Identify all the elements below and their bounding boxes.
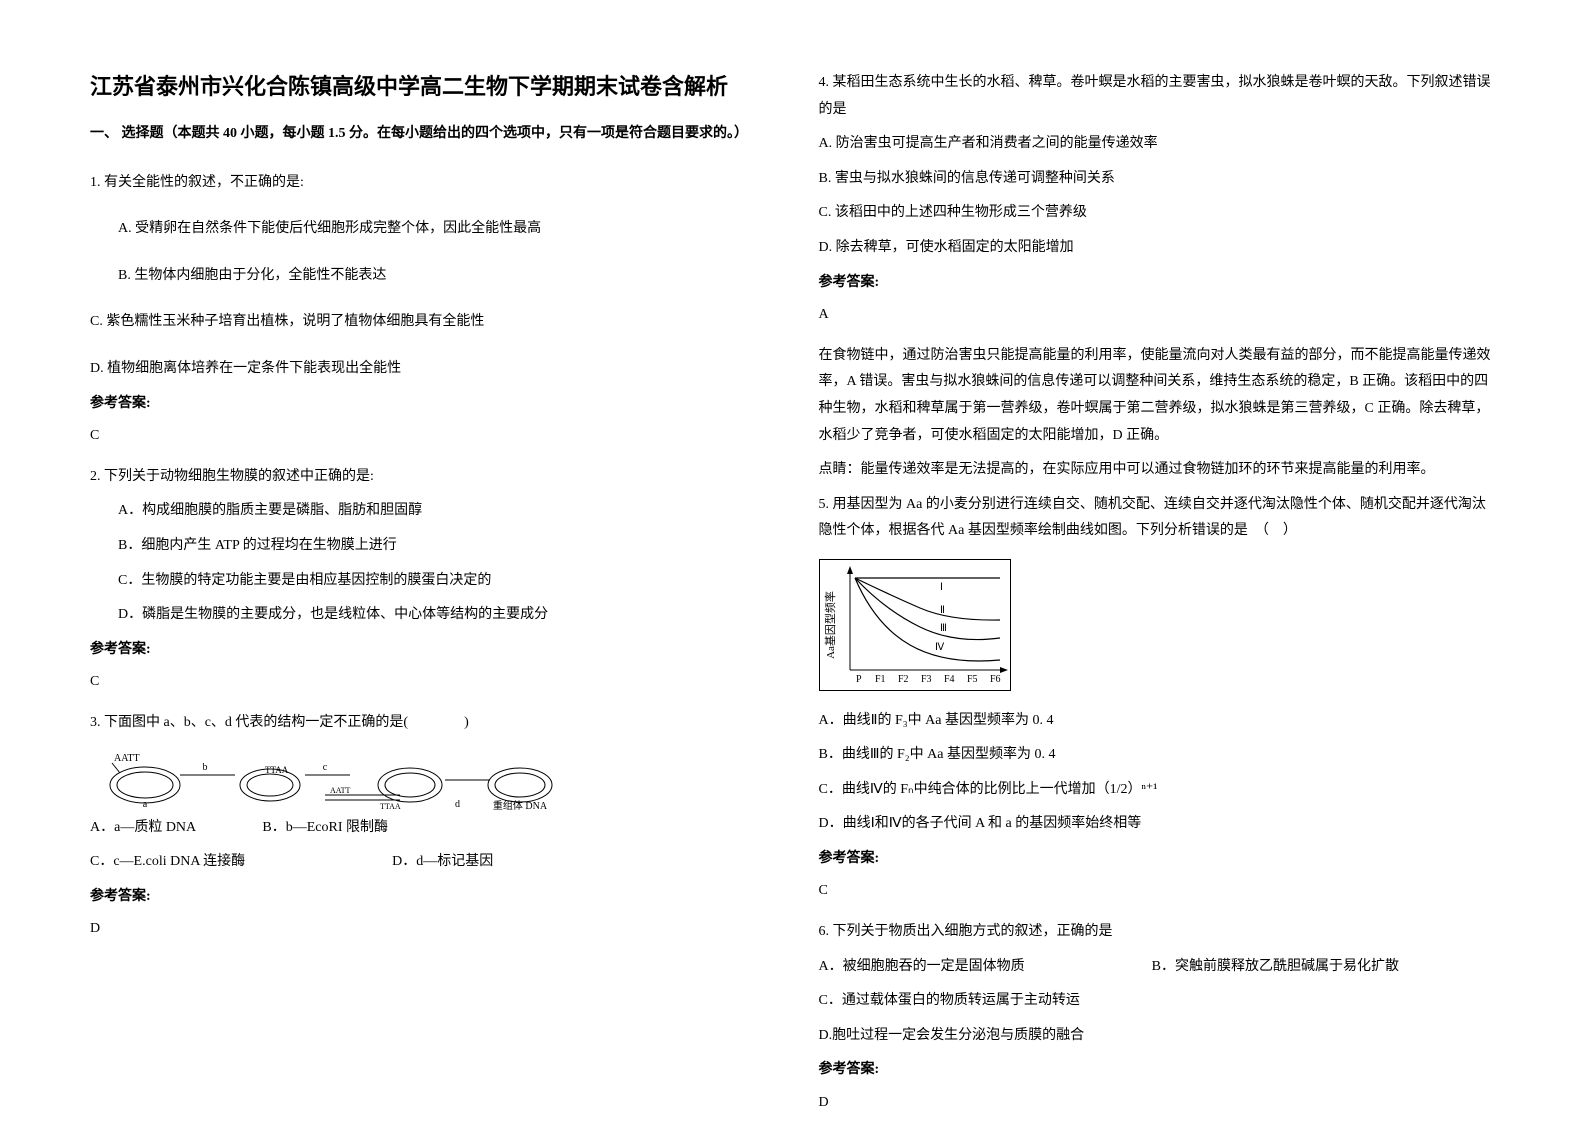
q5-stem: 5. 用基因型为 Aa 的小麦分别进行连续自交、随机交配、连续自交并逐代淘汰隐性… <box>819 492 1498 545</box>
q4-answer: A <box>819 302 1498 329</box>
svg-text:F3: F3 <box>921 674 932 685</box>
frequency-chart-icon: Aa基因型频率 Ⅰ Ⅱ Ⅲ Ⅳ P <box>820 560 1010 690</box>
q3-answer: D <box>90 916 769 943</box>
q3-option-d: D．d—标记基因 <box>392 854 493 869</box>
q1-option-a: A. 受精卵在自然条件下能使后代细胞形成完整个体，因此全能性最高 <box>90 216 769 243</box>
q4-option-b: B. 害虫与拟水狼蛛间的信息传递可调整种间关系 <box>819 166 1498 193</box>
q6-option-b: B．突触前膜释放乙酰胆碱属于易化扩散 <box>1152 959 1399 974</box>
right-column: 4. 某稻田生态系统中生长的水稻、稗草。卷叶螟是水稻的主要害虫，拟水狼蛛是卷叶螟… <box>819 70 1498 1052</box>
q6-stem: 6. 下列关于物质出入细胞方式的叙述，正确的是 <box>819 919 1498 946</box>
q4-answer-label: 参考答案: <box>819 270 1498 297</box>
svg-text:TTAA: TTAA <box>265 765 289 775</box>
q6-option-c: C．通过载体蛋白的物质转运属于主动转运 <box>819 988 1498 1015</box>
q2-option-a: A．构成细胞膜的脂质主要是磷脂、脂肪和胆固醇 <box>90 498 769 525</box>
q6-option-d: D.胞吐过程一定会发生分泌泡与质膜的融合 <box>819 1023 1498 1050</box>
q6-answer: D <box>819 1090 1498 1117</box>
svg-text:TTAA: TTAA <box>380 802 401 811</box>
q1-stem: 1. 有关全能性的叙述，不正确的是: <box>90 170 769 197</box>
q5-answer-label: 参考答案: <box>819 846 1498 873</box>
q5-chart: Aa基因型频率 Ⅰ Ⅱ Ⅲ Ⅳ P <box>819 559 1011 691</box>
svg-text:d: d <box>455 799 460 810</box>
svg-text:AATT: AATT <box>114 753 140 764</box>
q4-option-d: D. 除去稗草，可使水稻固定的太阳能增加 <box>819 235 1498 262</box>
svg-text:P: P <box>856 674 862 685</box>
svg-text:重组体 DNA: 重组体 DNA <box>493 799 548 812</box>
q2-option-b: B．细胞内产生 ATP 的过程均在生物膜上进行 <box>90 533 769 560</box>
q2-option-c: C．生物膜的特定功能主要是由相应基因控制的膜蛋白决定的 <box>90 568 769 595</box>
q2-answer: C <box>90 669 769 696</box>
q1-option-c: C. 紫色糯性玉米种子培育出植株，说明了植物体细胞具有全能性 <box>90 309 769 336</box>
q4-option-c: C. 该稻田中的上述四种生物形成三个营养级 <box>819 200 1498 227</box>
svg-text:F2: F2 <box>898 674 909 685</box>
q3-options-line1: A．a—质粒 DNA B．b—EcoRI 限制酶 <box>90 815 769 842</box>
q5-answer: C <box>819 878 1498 905</box>
q3-options-line2: C．c—E.coli DNA 连接酶 D．d—标记基因 <box>90 849 769 876</box>
left-column: 江苏省泰州市兴化合陈镇高级中学高二生物下学期期末试卷含解析 一、 选择题（本题共… <box>90 70 769 1052</box>
svg-text:F6: F6 <box>990 674 1001 685</box>
q5-option-c: C．曲线Ⅳ的 Fₙ中纯合体的比例比上一代增加（1/2）ⁿ⁺¹ <box>819 777 1498 804</box>
q4-explanation: 在食物链中，通过防治害虫只能提高能量的利用率，使能量流向对人类最有益的部分，而不… <box>819 343 1498 449</box>
q1-option-b: B. 生物体内细胞由于分化，全能性不能表达 <box>90 263 769 290</box>
svg-text:F5: F5 <box>967 674 978 685</box>
q5-option-a: A．曲线Ⅱ的 F₃中 Aa 基因型频率为 0. 4 <box>819 708 1498 735</box>
q3-option-b: B．b—EcoRI 限制酶 <box>262 820 388 835</box>
page-container: 江苏省泰州市兴化合陈镇高级中学高二生物下学期期末试卷含解析 一、 选择题（本题共… <box>90 70 1497 1052</box>
svg-text:c: c <box>323 762 328 773</box>
svg-text:Ⅰ: Ⅰ <box>940 582 943 593</box>
svg-text:F1: F1 <box>875 674 886 685</box>
q1-option-d: D. 植物细胞离体培养在一定条件下能表现出全能性 <box>90 356 769 383</box>
q5-option-d: D．曲线Ⅰ和Ⅳ的各子代间 A 和 a 的基因频率始终相等 <box>819 811 1498 838</box>
q2-option-d: D．磷脂是生物膜的主要成分，也是线粒体、中心体等结构的主要成分 <box>90 602 769 629</box>
svg-text:b: b <box>203 762 208 773</box>
q5-option-b: B．曲线Ⅲ的 F₂中 Aa 基因型频率为 0. 4 <box>819 742 1498 769</box>
q2-stem: 2. 下列关于动物细胞生物膜的叙述中正确的是: <box>90 464 769 491</box>
svg-text:F4: F4 <box>944 674 955 685</box>
q4-note: 点睛：能量传递效率是无法提高的，在实际应用中可以通过食物链加环的环节来提高能量的… <box>819 457 1498 484</box>
q6-answer-label: 参考答案: <box>819 1057 1498 1084</box>
q1-answer-label: 参考答案: <box>90 391 769 418</box>
svg-text:Aa基因型频率: Aa基因型频率 <box>823 591 837 659</box>
q3-stem: 3. 下面图中 a、b、c、d 代表的结构一定不正确的是( ) <box>90 710 769 737</box>
section-heading: 一、 选择题（本题共 40 小题，每小题 1.5 分。在每小题给出的四个选项中，… <box>90 121 769 148</box>
q3-option-c: C．c—E.coli DNA 连接酶 <box>90 854 245 869</box>
doc-title: 江苏省泰州市兴化合陈镇高级中学高二生物下学期期末试卷含解析 <box>90 70 769 103</box>
svg-text:AATT: AATT <box>330 786 351 795</box>
q4-option-a: A. 防治害虫可提高生产者和消费者之间的能量传递效率 <box>819 131 1498 158</box>
svg-text:Ⅱ: Ⅱ <box>940 605 945 616</box>
q6-option-a: A．被细胞胞吞的一定是固体物质 <box>819 959 1025 974</box>
q3-answer-label: 参考答案: <box>90 884 769 911</box>
q3-figure: AATT a b TTAA c AATT TTAA d <box>90 745 769 815</box>
svg-text:Ⅳ: Ⅳ <box>935 642 945 653</box>
svg-text:Ⅲ: Ⅲ <box>940 623 947 634</box>
svg-text:a: a <box>143 799 148 810</box>
q1-answer: C <box>90 423 769 450</box>
q3-option-a: A．a—质粒 DNA <box>90 820 195 835</box>
q2-answer-label: 参考答案: <box>90 637 769 664</box>
q4-stem: 4. 某稻田生态系统中生长的水稻、稗草。卷叶螟是水稻的主要害虫，拟水狼蛛是卷叶螟… <box>819 70 1498 123</box>
plasmid-diagram-icon: AATT a b TTAA c AATT TTAA d <box>90 745 560 815</box>
q6-line1: A．被细胞胞吞的一定是固体物质 B．突触前膜释放乙酰胆碱属于易化扩散 <box>819 954 1498 981</box>
